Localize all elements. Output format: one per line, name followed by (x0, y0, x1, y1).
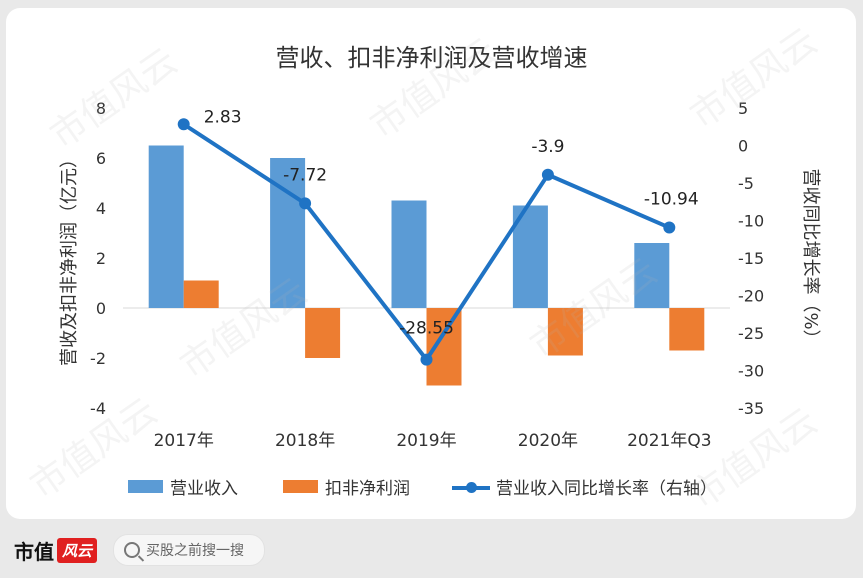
growth-point (177, 118, 190, 131)
category-label: 2017年 (154, 431, 214, 451)
category-label: 2020年 (518, 431, 578, 451)
search-placeholder: 买股之前搜一搜 (146, 543, 244, 559)
left-axis-title: 营收及扣非净利润（亿元） (59, 150, 80, 366)
growth-point (541, 168, 554, 181)
left-axis-tick-label: 8 (96, 99, 106, 118)
right-axis-tick-label: -35 (738, 399, 764, 418)
left-axis-tick-label: 0 (96, 299, 106, 318)
right-axis-tick-label: -30 (738, 362, 764, 381)
chart-legend: 营业收入 扣非净利润 营业收入同比增长率（右轴） (0, 474, 863, 504)
bar-revenue (391, 200, 427, 308)
chart-title: 营收、扣非净利润及营收增速 (275, 44, 588, 72)
right-axis-tick-label: 5 (738, 99, 748, 118)
left-axis-tick-label: 2 (96, 249, 106, 268)
category-label: 2018年 (275, 431, 335, 451)
logo-badge: 风云 (57, 538, 98, 563)
bar-net-profit (547, 308, 583, 356)
search-icon (124, 542, 140, 558)
legend-item-growth: 营业收入同比增长率（右轴） (452, 474, 717, 499)
right-axis-tick-label: -5 (738, 174, 754, 193)
right-axis-tick-label: 0 (738, 137, 748, 156)
legend-label-growth: 营业收入同比增长率（右轴） (496, 479, 717, 499)
chart-card (6, 8, 856, 519)
category-label: 2019年 (396, 431, 456, 451)
legend-label-revenue: 营业收入 (170, 479, 238, 499)
category-label: 2021年Q3 (627, 431, 711, 451)
growth-data-label: -10.94 (644, 190, 699, 210)
footer-bar: 市值 风云 买股之前搜一搜 (0, 524, 863, 578)
bar-net-profit (426, 308, 462, 386)
legend-item-net-profit: 扣非净利润 (283, 474, 410, 499)
bar-revenue (148, 145, 184, 308)
legend-swatch-revenue (128, 480, 163, 493)
legend-item-revenue: 营业收入 (128, 474, 238, 499)
bar-net-profit (669, 308, 705, 351)
legend-label-net-profit: 扣非净利润 (325, 479, 410, 499)
growth-data-label: 2.83 (204, 107, 242, 127)
bar-net-profit (305, 308, 341, 358)
growth-data-label: -7.72 (283, 165, 327, 185)
right-axis-title: 营收同比增长率（%） (800, 168, 821, 347)
bar-revenue (634, 243, 670, 308)
bar-net-profit (183, 280, 219, 308)
left-axis-tick-label: -4 (90, 399, 106, 418)
legend-swatch-growth (452, 477, 490, 497)
logo-text: 市值 (14, 540, 54, 564)
growth-point (663, 221, 676, 234)
left-axis-tick-label: -2 (90, 349, 106, 368)
right-axis-tick-label: -25 (738, 324, 764, 343)
right-axis-tick-label: -20 (738, 287, 764, 306)
search-box[interactable]: 买股之前搜一搜 (113, 534, 265, 566)
legend-swatch-net-profit (283, 480, 318, 493)
brand-logo[interactable]: 市值 风云 (14, 536, 98, 565)
left-axis-tick-label: 6 (96, 149, 106, 168)
growth-data-label: -28.55 (399, 319, 454, 339)
right-axis-tick-label: -15 (738, 249, 764, 268)
growth-point (299, 197, 312, 210)
right-axis-tick-label: -10 (738, 212, 764, 231)
growth-data-label: -3.9 (531, 137, 564, 157)
left-axis-tick-label: 4 (96, 199, 106, 218)
growth-point (420, 353, 433, 366)
